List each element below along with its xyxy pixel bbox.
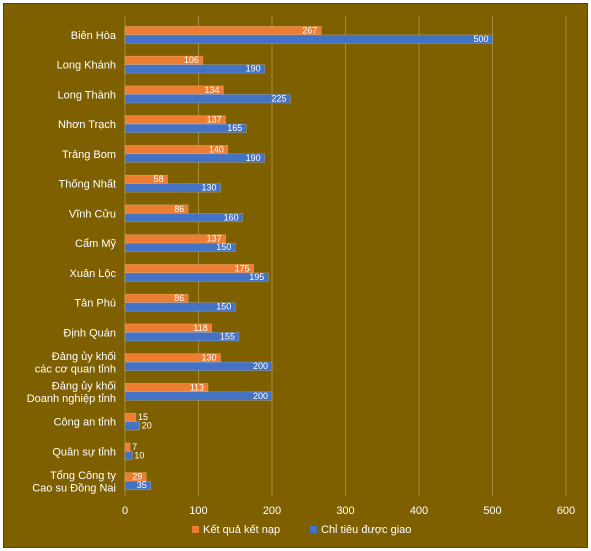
bar-chi-tieu [124, 480, 151, 490]
category-label: Nhơn Trạch [58, 119, 116, 131]
category-label: Cẩm Mỹ [75, 238, 116, 250]
category-label: Định Quán [63, 327, 116, 339]
data-label: 160 [224, 212, 239, 222]
data-label: 190 [246, 64, 261, 74]
data-label: 150 [216, 242, 231, 252]
data-label: 267 [302, 25, 317, 35]
category-label: Đảng ủy khối Doanh nghiệp tỉnh [27, 381, 116, 406]
category-label: Tân Phú [74, 298, 116, 310]
category-label: Đảng ủy khối các cơ quan tỉnh [35, 351, 116, 376]
data-label: 118 [193, 323, 207, 333]
bar-chi-tieu [124, 272, 269, 282]
x-tick-label: 200 [263, 505, 281, 517]
bar-chi-tieu [124, 183, 221, 193]
category-label: Long Khánh [57, 60, 116, 72]
legend-label: Kết quả kết nạp [203, 524, 280, 536]
bar-chi-tieu [124, 451, 133, 461]
data-label: 190 [246, 153, 261, 163]
bar-chi-tieu [124, 242, 236, 252]
category-label: Vĩnh Cửu [69, 208, 116, 220]
bar-chi-tieu [124, 213, 243, 223]
bar-ket-qua [124, 412, 137, 422]
bar-chi-tieu [124, 34, 493, 44]
data-label: 10 [134, 450, 144, 460]
legend-swatch [192, 526, 199, 533]
x-tick-label: 100 [189, 505, 207, 517]
data-label: 134 [204, 85, 219, 95]
bar-ket-qua [124, 442, 131, 452]
x-tick-label: 400 [410, 505, 428, 517]
bar-ket-qua [124, 26, 322, 36]
category-label: Trảng Bom [62, 149, 116, 161]
bar-chi-tieu [124, 302, 236, 312]
bar-chi-tieu [124, 332, 240, 342]
bar-chi-tieu [124, 94, 291, 104]
data-label: 175 [235, 263, 250, 273]
category-label: Long Thành [57, 89, 116, 101]
data-label: 225 [271, 93, 286, 103]
data-label: 15 [138, 412, 148, 422]
x-tick-label: 300 [336, 505, 354, 517]
bar-chi-tieu [124, 123, 247, 133]
legend-label: Chỉ tiêu được giao [321, 524, 411, 536]
data-label: 29 [132, 472, 142, 482]
chart-container: 0 100 200 300 400 500 600 Biên Hòa 267 500 Long Kh… [3, 3, 588, 548]
bar-chi-tieu [124, 361, 273, 371]
category-label: Biên Hòa [71, 30, 117, 42]
data-label: 130 [202, 183, 217, 193]
data-label: 200 [253, 391, 268, 401]
data-label: 500 [473, 34, 488, 44]
data-label: 150 [216, 302, 231, 312]
category-label: Thống Nhất [59, 179, 116, 191]
bar-chi-tieu [124, 153, 265, 163]
data-label: 155 [220, 331, 235, 341]
data-label: 106 [184, 55, 199, 65]
data-label: 58 [154, 174, 164, 184]
data-label: 140 [209, 144, 224, 154]
bar-chi-tieu [124, 391, 273, 401]
legend-swatch [310, 526, 317, 533]
bar-chi-tieu [124, 421, 140, 431]
data-label: 35 [137, 480, 147, 490]
category-label: Xuân Lộc [70, 268, 117, 280]
data-label: 113 [190, 382, 204, 392]
category-label: Tổng Công ty Cao su Đồng Nai [32, 470, 116, 495]
x-tick-label: 500 [483, 505, 501, 517]
x-tick-label: 0 [122, 505, 128, 517]
data-label: 165 [227, 123, 242, 133]
bar-chart: 0 100 200 300 400 500 600 Biên Hòa 267 500 Long Kh… [27, 16, 575, 536]
data-label: 7 [132, 442, 137, 452]
bar-chi-tieu [124, 64, 265, 74]
category-label: Quân sự tỉnh [52, 446, 116, 458]
x-tick-label: 600 [557, 505, 575, 517]
category-label: Công an tỉnh [54, 417, 116, 429]
data-label: 200 [253, 361, 268, 371]
data-label: 86 [174, 293, 184, 303]
data-label: 195 [249, 272, 264, 282]
data-label: 137 [207, 115, 222, 125]
data-label: 20 [142, 421, 152, 431]
data-label: 130 [202, 353, 217, 363]
data-label: 86 [174, 204, 184, 214]
data-label: 137 [207, 234, 222, 244]
